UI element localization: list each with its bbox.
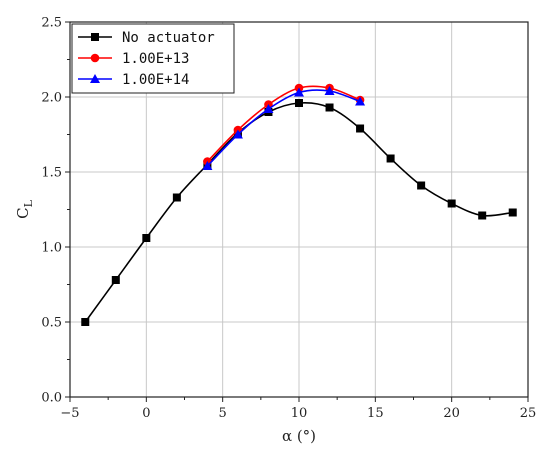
series-line <box>206 85 361 163</box>
legend-label: 1.00E+14 <box>122 72 189 88</box>
y-axis-title-subscript: L <box>22 199 35 207</box>
legend-marker <box>91 33 99 41</box>
data-point <box>202 161 213 170</box>
y-tick-label: 0.0 <box>41 391 62 406</box>
series-layer <box>81 83 517 326</box>
data-point <box>172 193 181 202</box>
data-point <box>417 181 426 190</box>
data-point <box>263 104 274 113</box>
data-point <box>325 103 334 112</box>
series-2 <box>202 86 366 170</box>
legend: No actuator 1.00E+13 1.00E+14 <box>71 23 235 94</box>
data-point <box>324 86 335 95</box>
y-tick-label: 2.0 <box>41 91 62 106</box>
x-tick-label: −5 <box>60 406 79 421</box>
data-point <box>111 276 120 284</box>
x-tick-label: 15 <box>367 406 384 421</box>
x-tick-label: 20 <box>443 406 460 421</box>
y-tick-label: 2.5 <box>41 16 62 31</box>
x-tick-label: 5 <box>219 406 227 421</box>
x-tick-label: 25 <box>520 406 537 421</box>
legend-label: 1.00E+13 <box>122 51 189 67</box>
y-tick-label: 0.5 <box>41 316 62 331</box>
x-tick-label: 10 <box>291 406 308 421</box>
data-point <box>232 129 243 139</box>
data-point <box>294 87 304 97</box>
x-axis-title: α (°) <box>282 427 316 445</box>
data-point <box>447 199 456 208</box>
data-point <box>508 208 517 217</box>
y-tick-label: 1.5 <box>41 166 62 181</box>
data-point <box>356 124 365 133</box>
legend-marker <box>90 74 100 83</box>
data-point <box>81 318 90 326</box>
data-point <box>478 211 487 220</box>
data-point <box>295 99 303 107</box>
y-tick-label: 1.0 <box>41 241 62 256</box>
data-point <box>386 154 395 163</box>
legend-marker <box>90 53 100 63</box>
x-tick-label: 0 <box>142 406 150 421</box>
y-axis-title-main: C <box>14 207 32 218</box>
tick-layer: −5 0 5 10 15 20 25 0.0 0.5 1.0 1.5 2.0 2.5 <box>41 16 536 422</box>
legend-label: No actuator <box>122 30 215 46</box>
data-point <box>355 96 366 106</box>
series-0 <box>81 99 517 326</box>
data-point <box>142 234 151 242</box>
y-axis-title: CL <box>14 199 35 218</box>
series-line <box>206 89 361 167</box>
series-1 <box>203 83 365 166</box>
